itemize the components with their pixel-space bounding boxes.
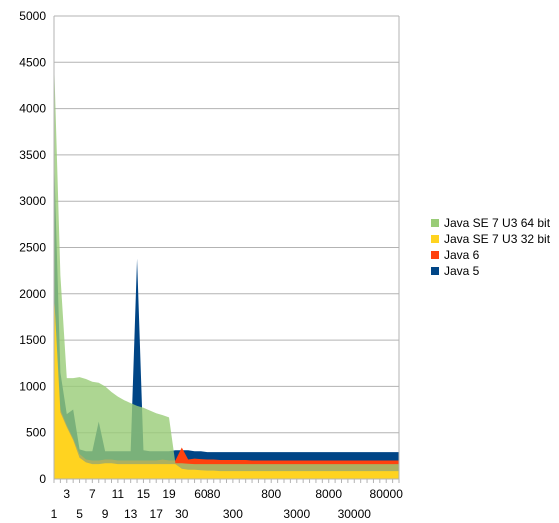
y-tick-label-4500: 4500 <box>19 55 46 69</box>
x-tick-label-9: 9 <box>102 507 109 521</box>
legend-swatch-java-5 <box>431 267 439 275</box>
y-tick-label-3000: 3000 <box>19 194 46 208</box>
y-tick-label-0: 0 <box>39 472 46 486</box>
x-tick-label-13: 13 <box>124 507 138 521</box>
x-tick-label-17: 17 <box>150 507 164 521</box>
axes <box>53 16 400 483</box>
x-tick-label-60: 60 <box>194 487 208 501</box>
x-tick-label-5: 5 <box>76 507 83 521</box>
legend-label-java-se-7-u3-64-bit: Java SE 7 U3 64 bit <box>444 216 551 230</box>
y-tick-label-2000: 2000 <box>19 287 46 301</box>
x-tick-label-300: 300 <box>223 507 243 521</box>
legend-swatch-java-se-7-u3-32-bit <box>431 235 439 243</box>
y-tick-label-1500: 1500 <box>19 333 46 347</box>
legend: Java SE 7 U3 64 bit Java SE 7 U3 32 bit Ja… <box>431 216 551 278</box>
x-tick-label-11: 11 <box>112 487 125 501</box>
legend-label-java-5: Java 5 <box>444 264 480 278</box>
x-tick-label-15: 15 <box>137 487 151 501</box>
x-tick-label-1: 1 <box>51 507 58 521</box>
x-tick-label-800: 800 <box>261 487 281 501</box>
y-tick-label-4000: 4000 <box>19 102 46 116</box>
series-areas <box>54 57 399 480</box>
legend-label-java-6: Java 6 <box>444 248 480 262</box>
x-tick-label-80: 80 <box>207 487 221 501</box>
y-tick-label-5000: 5000 <box>19 9 46 23</box>
x-tick-label-8000: 8000 <box>315 487 342 501</box>
series-area-java-se-7-u3-64-bit <box>54 57 399 480</box>
x-tick-label-3: 3 <box>63 487 70 501</box>
legend-swatch-java-6 <box>431 251 439 259</box>
y-tick-label-3500: 3500 <box>19 148 46 162</box>
y-tick-label-1000: 1000 <box>19 379 46 393</box>
legend-swatch-java-se-7-u3-64-bit <box>431 219 439 227</box>
x-tick-label-7: 7 <box>89 487 96 501</box>
legend-label-java-se-7-u3-32-bit: Java SE 7 U3 32 bit <box>444 232 551 246</box>
x-tick-label-3000: 3000 <box>283 507 310 521</box>
y-tick-label-2500: 2500 <box>19 241 46 255</box>
series-area-java-5 <box>54 154 399 479</box>
y-tick-label-500: 500 <box>26 426 46 440</box>
x-tick-label-19: 19 <box>162 487 176 501</box>
y-axis-tick-labels: 0 500 1000 1500 2000 2500 3000 3500 4000 4500 5000 <box>19 9 46 486</box>
x-tick-label-30000: 30000 <box>338 507 372 521</box>
x-tick-label-30: 30 <box>175 507 189 521</box>
x-tick-label-80000: 80000 <box>370 487 404 501</box>
